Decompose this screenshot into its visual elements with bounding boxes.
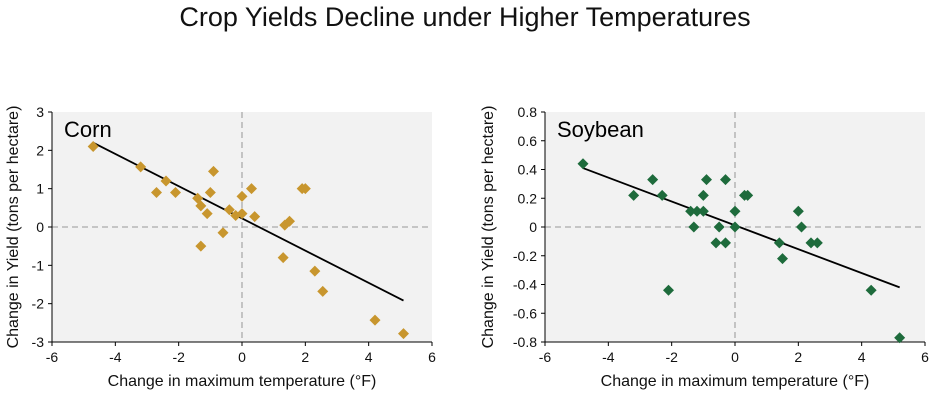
y-tick-label: 0.4 (518, 162, 538, 178)
y-tick-label: 0.8 (518, 104, 538, 120)
x-tick-label: -2 (665, 349, 678, 365)
trend-line (92, 141, 404, 302)
data-point (277, 252, 289, 264)
data-point (697, 189, 709, 201)
x-tick-label: 0 (731, 349, 739, 365)
x-tick-label: -6 (539, 349, 552, 365)
data-point (865, 284, 877, 296)
x-tick-label: -4 (109, 349, 122, 365)
data-point (720, 237, 731, 249)
y-axis-label: Change in Yield (tons per hectare) (5, 106, 22, 349)
data-point (792, 205, 804, 217)
data-point (317, 285, 329, 297)
x-tick-label: -6 (46, 349, 59, 365)
panel-label: Soybean (557, 117, 644, 142)
x-tick-label: -2 (172, 349, 185, 365)
data-point (204, 187, 216, 198)
y-axis-label: Change in Yield (tons per hectare) (480, 106, 497, 349)
data-point (170, 187, 181, 198)
data-point (805, 237, 817, 249)
data-point (796, 221, 807, 233)
data-point (135, 161, 147, 173)
y-tick-label: 0 (36, 219, 44, 235)
data-point (685, 205, 697, 217)
y-tick-label: -1 (32, 257, 45, 273)
x-tick-label: 0 (238, 349, 246, 365)
data-point (309, 265, 321, 277)
data-point (713, 221, 725, 233)
x-tick-label: -4 (602, 349, 615, 365)
data-point (777, 253, 788, 265)
y-tick-label: 0 (529, 219, 537, 235)
data-point (647, 174, 659, 186)
data-point (223, 204, 235, 216)
y-tick-label: -0.6 (513, 305, 537, 321)
x-tick-label: 2 (301, 349, 309, 365)
data-point (773, 237, 785, 249)
trend-line (582, 167, 900, 289)
data-point (742, 189, 754, 201)
x-tick-label: 4 (365, 349, 373, 365)
data-point (284, 215, 295, 227)
data-point (688, 221, 700, 233)
x-tick-label: 4 (858, 349, 866, 365)
y-tick-label: -0.4 (513, 277, 537, 293)
y-tick-label: -0.8 (513, 334, 537, 350)
data-point (701, 174, 712, 186)
x-axis-label: Change in maximum temperature (°F) (108, 373, 377, 390)
data-point (398, 328, 409, 340)
data-point (663, 284, 674, 296)
x-tick-label: 6 (921, 349, 929, 365)
panel-label: Corn (64, 117, 112, 142)
data-point (811, 237, 823, 249)
soybean-chart: 0.8 0.6 0.4 0.2 0 -0.2 -0.4 -0.6 -0.8-6 -4 -2 0 2 4 6 S… (480, 104, 929, 390)
y-tick-label: 1 (36, 181, 44, 197)
data-point (577, 158, 589, 170)
data-point (195, 200, 207, 212)
data-point (628, 189, 640, 201)
chart-title: Crop Yields Decline under Higher Tempera… (179, 2, 751, 32)
data-point (249, 211, 261, 223)
data-point (720, 174, 731, 186)
corn-chart: 3 2 1 0 -1 -2 -3-6 -4 -2 0 2 4 6 Corn Change in maximu… (5, 104, 436, 390)
data-point (160, 175, 172, 187)
data-point (87, 141, 99, 152)
data-point (729, 205, 741, 217)
data-point (691, 205, 703, 217)
y-tick-label: 3 (36, 104, 44, 120)
y-tick-label: 0.2 (518, 190, 538, 206)
data-point (236, 208, 248, 220)
data-point (195, 240, 207, 252)
data-point (729, 221, 741, 233)
y-tick-label: -2 (32, 296, 45, 312)
data-point (217, 227, 229, 239)
x-tick-label: 2 (794, 349, 802, 365)
data-point (246, 183, 257, 195)
data-point (710, 237, 722, 249)
x-tick-label: 6 (428, 349, 436, 365)
data-point (299, 183, 311, 195)
y-tick-label: 2 (36, 142, 44, 158)
data-point (894, 332, 906, 344)
y-tick-label: -0.2 (513, 248, 537, 264)
data-point (151, 187, 162, 198)
data-point (697, 205, 709, 217)
data-point (236, 190, 248, 202)
y-tick-label: 0.6 (518, 133, 538, 149)
y-tick-label: -3 (32, 334, 45, 350)
x-axis-label: Change in maximum temperature (°F) (601, 373, 870, 390)
data-point (208, 165, 219, 177)
data-point (201, 208, 213, 220)
data-point (656, 189, 668, 201)
data-point (369, 314, 381, 326)
